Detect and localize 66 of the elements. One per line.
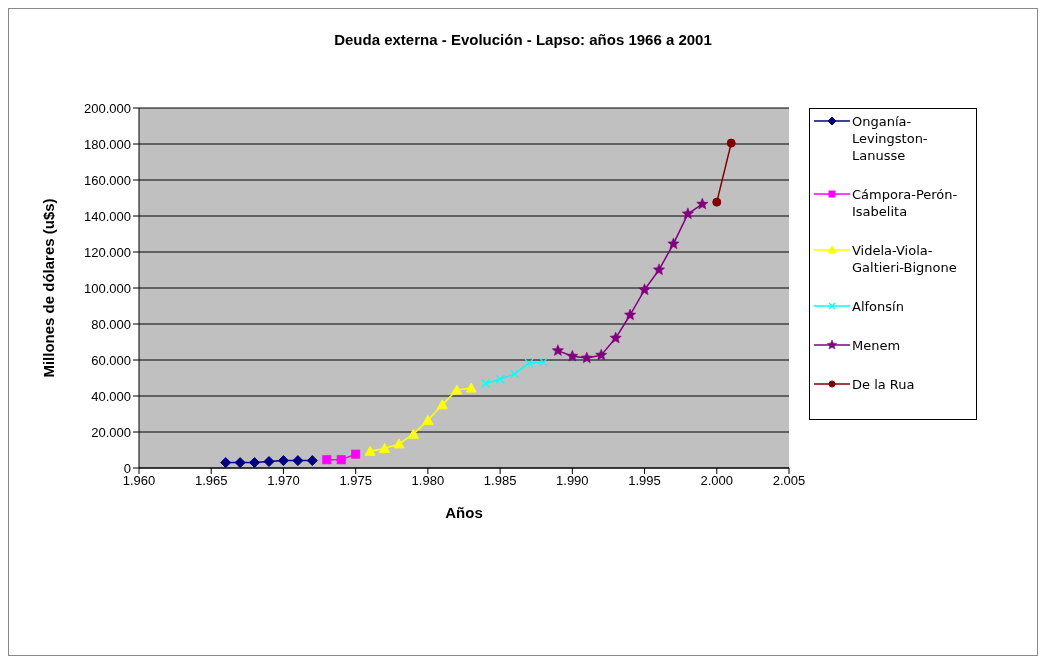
point	[292, 455, 304, 467]
x-tick-label: 1.985	[483, 473, 517, 489]
y-tick-label: 140.000	[84, 208, 131, 224]
x-tick-label: 1.975	[339, 473, 372, 489]
y-tick-label: 180.000	[84, 136, 131, 152]
legend-label: Onganía-Levingston-Lanusse	[852, 113, 929, 164]
point	[263, 456, 275, 468]
point	[538, 357, 549, 367]
y-tick-label: 120.000	[84, 244, 131, 260]
y-tick-label: 40.000	[91, 388, 131, 404]
point	[351, 449, 361, 459]
y-tick-label: 200.000	[84, 100, 131, 116]
point	[407, 428, 419, 439]
point	[580, 351, 593, 364]
point	[595, 348, 608, 361]
point	[277, 455, 289, 467]
point	[393, 438, 405, 449]
point	[667, 237, 680, 249]
point	[364, 445, 376, 456]
point	[306, 455, 318, 467]
point	[696, 197, 709, 210]
point	[379, 443, 391, 454]
point	[465, 382, 477, 393]
point	[524, 358, 534, 368]
y-tick-label: 80.000	[91, 316, 131, 332]
point	[712, 197, 722, 207]
point	[681, 207, 694, 219]
x-tick-label: 1.960	[122, 473, 156, 489]
legend-label: De la Rua	[852, 376, 915, 393]
x-tick-label: 1.980	[411, 473, 445, 489]
y-tick-label: 100.000	[84, 280, 131, 296]
point	[436, 399, 448, 410]
legend-label: Alfonsín	[852, 298, 904, 315]
point	[726, 138, 736, 148]
point	[551, 344, 564, 356]
x-axis-title: Años	[445, 504, 483, 521]
point	[653, 263, 665, 275]
legend-label: Menem	[852, 337, 901, 354]
legend-label: Cámpora-Perón-Isabelita	[852, 186, 959, 220]
x-tick-label: 1.995	[628, 473, 661, 489]
y-tick-label: 20.000	[91, 424, 131, 440]
point	[481, 378, 491, 388]
x-tick-label: 1.970	[267, 473, 300, 489]
x-tick-label: 2.005	[772, 473, 806, 489]
point	[336, 455, 346, 465]
y-axis-title: Millones de dólares (u$s)	[40, 198, 58, 378]
point	[566, 349, 579, 362]
point	[609, 331, 622, 344]
point	[322, 455, 332, 465]
point	[509, 369, 520, 379]
y-tick-label: 0	[123, 460, 131, 476]
legend-label: Videla-Viola-Galtieri-Bignone	[852, 242, 958, 276]
point	[234, 457, 246, 468]
x-tick-label: 2.000	[700, 473, 734, 489]
chart-title: Deuda externa - Evolución - Lapso: años 1966 a 2001	[333, 31, 713, 48]
point	[220, 457, 232, 468]
point	[638, 283, 651, 295]
point	[249, 457, 261, 468]
x-tick-label: 1.990	[556, 473, 589, 489]
y-tick-label: 160.000	[84, 172, 131, 188]
point	[451, 384, 463, 395]
point	[422, 414, 434, 425]
y-tick-label: 60.000	[91, 352, 131, 368]
point	[624, 308, 637, 321]
point	[495, 374, 505, 384]
x-tick-label: 1.965	[194, 473, 228, 489]
